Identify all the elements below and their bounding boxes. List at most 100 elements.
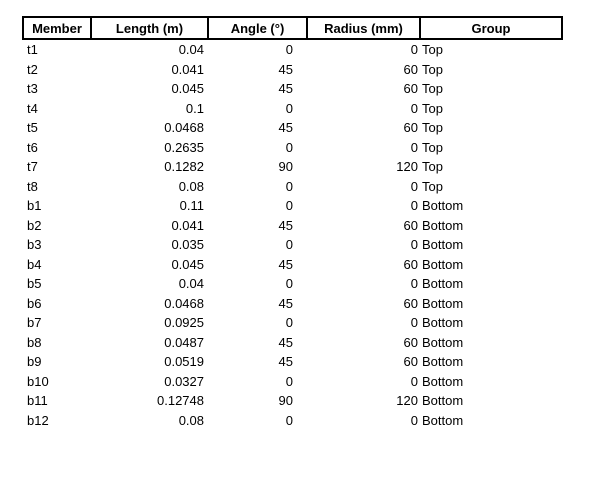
angle-cell[interactable]: 0: [285, 42, 293, 58]
length-cell[interactable]: 0.04: [178, 276, 204, 292]
header-member[interactable]: Member: [22, 16, 92, 40]
member-cell[interactable]: b9: [27, 354, 42, 370]
radius-cell[interactable]: 120: [396, 159, 418, 175]
radius-cell[interactable]: 0: [410, 315, 418, 331]
member-cell[interactable]: t6: [27, 139, 38, 155]
member-cell[interactable]: b11: [27, 393, 48, 409]
member-cell[interactable]: t3: [27, 81, 38, 97]
header-angle[interactable]: Angle (°): [207, 16, 308, 40]
member-cell[interactable]: b6: [27, 295, 42, 311]
radius-cell[interactable]: 60: [403, 217, 418, 233]
length-cell[interactable]: 0.04: [178, 42, 204, 58]
angle-cell[interactable]: 45: [278, 217, 293, 233]
group-cell[interactable]: Bottom: [422, 412, 464, 428]
length-cell[interactable]: 0.1: [185, 100, 204, 116]
member-cell[interactable]: t7: [27, 159, 38, 175]
group-cell[interactable]: Top: [422, 81, 443, 97]
member-cell[interactable]: t8: [27, 178, 38, 194]
group-cell[interactable]: Bottom: [422, 198, 464, 214]
radius-cell[interactable]: 0: [410, 412, 418, 428]
angle-cell[interactable]: 90: [278, 159, 293, 175]
angle-cell[interactable]: 0: [285, 139, 293, 155]
group-cell[interactable]: Bottom: [422, 256, 464, 272]
length-cell[interactable]: 0.0487: [164, 334, 204, 350]
angle-cell[interactable]: 45: [278, 61, 293, 77]
length-cell[interactable]: 0.08: [178, 178, 204, 194]
length-cell[interactable]: 0.08: [178, 412, 204, 428]
length-cell[interactable]: 0.035: [171, 237, 204, 253]
radius-cell[interactable]: 0: [410, 139, 418, 155]
angle-cell[interactable]: 0: [285, 237, 293, 253]
angle-cell[interactable]: 45: [278, 256, 293, 272]
member-cell[interactable]: b2: [27, 217, 42, 233]
angle-cell[interactable]: 45: [278, 295, 293, 311]
radius-cell[interactable]: 0: [410, 373, 418, 389]
header-radius[interactable]: Radius (mm): [306, 16, 421, 40]
length-cell[interactable]: 0.045: [171, 256, 204, 272]
radius-cell[interactable]: 0: [410, 178, 418, 194]
angle-cell[interactable]: 0: [285, 315, 293, 331]
group-cell[interactable]: Top: [422, 159, 443, 175]
group-cell[interactable]: Top: [422, 42, 443, 58]
length-cell[interactable]: 0.041: [171, 61, 204, 77]
angle-cell[interactable]: 0: [285, 276, 293, 292]
group-cell[interactable]: Top: [422, 61, 443, 77]
radius-cell[interactable]: 0: [410, 276, 418, 292]
group-cell[interactable]: Bottom: [422, 334, 464, 350]
radius-cell[interactable]: 120: [396, 393, 418, 409]
length-cell[interactable]: 0.2635: [164, 139, 204, 155]
length-cell[interactable]: 0.12748: [157, 393, 204, 409]
header-group[interactable]: Group: [419, 16, 563, 40]
radius-cell[interactable]: 0: [410, 100, 418, 116]
angle-cell[interactable]: 0: [285, 412, 293, 428]
radius-cell[interactable]: 0: [410, 42, 418, 58]
group-cell[interactable]: Top: [422, 100, 443, 116]
angle-cell[interactable]: 0: [285, 373, 293, 389]
member-cell[interactable]: b5: [27, 276, 42, 292]
group-cell[interactable]: Bottom: [422, 373, 464, 389]
member-cell[interactable]: t1: [27, 42, 38, 58]
length-cell[interactable]: 0.0519: [164, 354, 204, 370]
radius-cell[interactable]: 60: [403, 61, 418, 77]
group-cell[interactable]: Bottom: [422, 237, 464, 253]
group-cell[interactable]: Bottom: [422, 354, 464, 370]
header-length[interactable]: Length (m): [90, 16, 209, 40]
angle-cell[interactable]: 90: [278, 393, 293, 409]
member-cell[interactable]: b7: [27, 315, 42, 331]
member-cell[interactable]: b12: [27, 412, 49, 428]
radius-cell[interactable]: 60: [403, 334, 418, 350]
member-cell[interactable]: b3: [27, 237, 42, 253]
group-cell[interactable]: Top: [422, 139, 443, 155]
group-cell[interactable]: Top: [422, 120, 443, 136]
angle-cell[interactable]: 0: [285, 198, 293, 214]
radius-cell[interactable]: 0: [410, 198, 418, 214]
member-cell[interactable]: b8: [27, 334, 42, 350]
member-cell[interactable]: t5: [27, 120, 38, 136]
length-cell[interactable]: 0.0468: [164, 120, 204, 136]
angle-cell[interactable]: 45: [278, 334, 293, 350]
group-cell[interactable]: Bottom: [422, 315, 464, 331]
member-cell[interactable]: t2: [27, 61, 38, 77]
group-cell[interactable]: Bottom: [422, 393, 464, 409]
group-cell[interactable]: Bottom: [422, 276, 464, 292]
radius-cell[interactable]: 60: [403, 295, 418, 311]
radius-cell[interactable]: 0: [410, 237, 418, 253]
length-cell[interactable]: 0.0327: [164, 373, 204, 389]
length-cell[interactable]: 0.0925: [164, 315, 204, 331]
angle-cell[interactable]: 45: [278, 354, 293, 370]
group-cell[interactable]: Top: [422, 178, 443, 194]
group-cell[interactable]: Bottom: [422, 217, 464, 233]
radius-cell[interactable]: 60: [403, 120, 418, 136]
length-cell[interactable]: 0.1282: [164, 159, 204, 175]
radius-cell[interactable]: 60: [403, 256, 418, 272]
group-cell[interactable]: Bottom: [422, 295, 464, 311]
length-cell[interactable]: 0.041: [171, 217, 204, 233]
angle-cell[interactable]: 45: [278, 81, 293, 97]
member-cell[interactable]: b4: [27, 256, 42, 272]
radius-cell[interactable]: 60: [403, 354, 418, 370]
member-cell[interactable]: b1: [27, 198, 42, 214]
member-cell[interactable]: b10: [27, 373, 49, 389]
angle-cell[interactable]: 45: [278, 120, 293, 136]
radius-cell[interactable]: 60: [403, 81, 418, 97]
length-cell[interactable]: 0.045: [171, 81, 204, 97]
